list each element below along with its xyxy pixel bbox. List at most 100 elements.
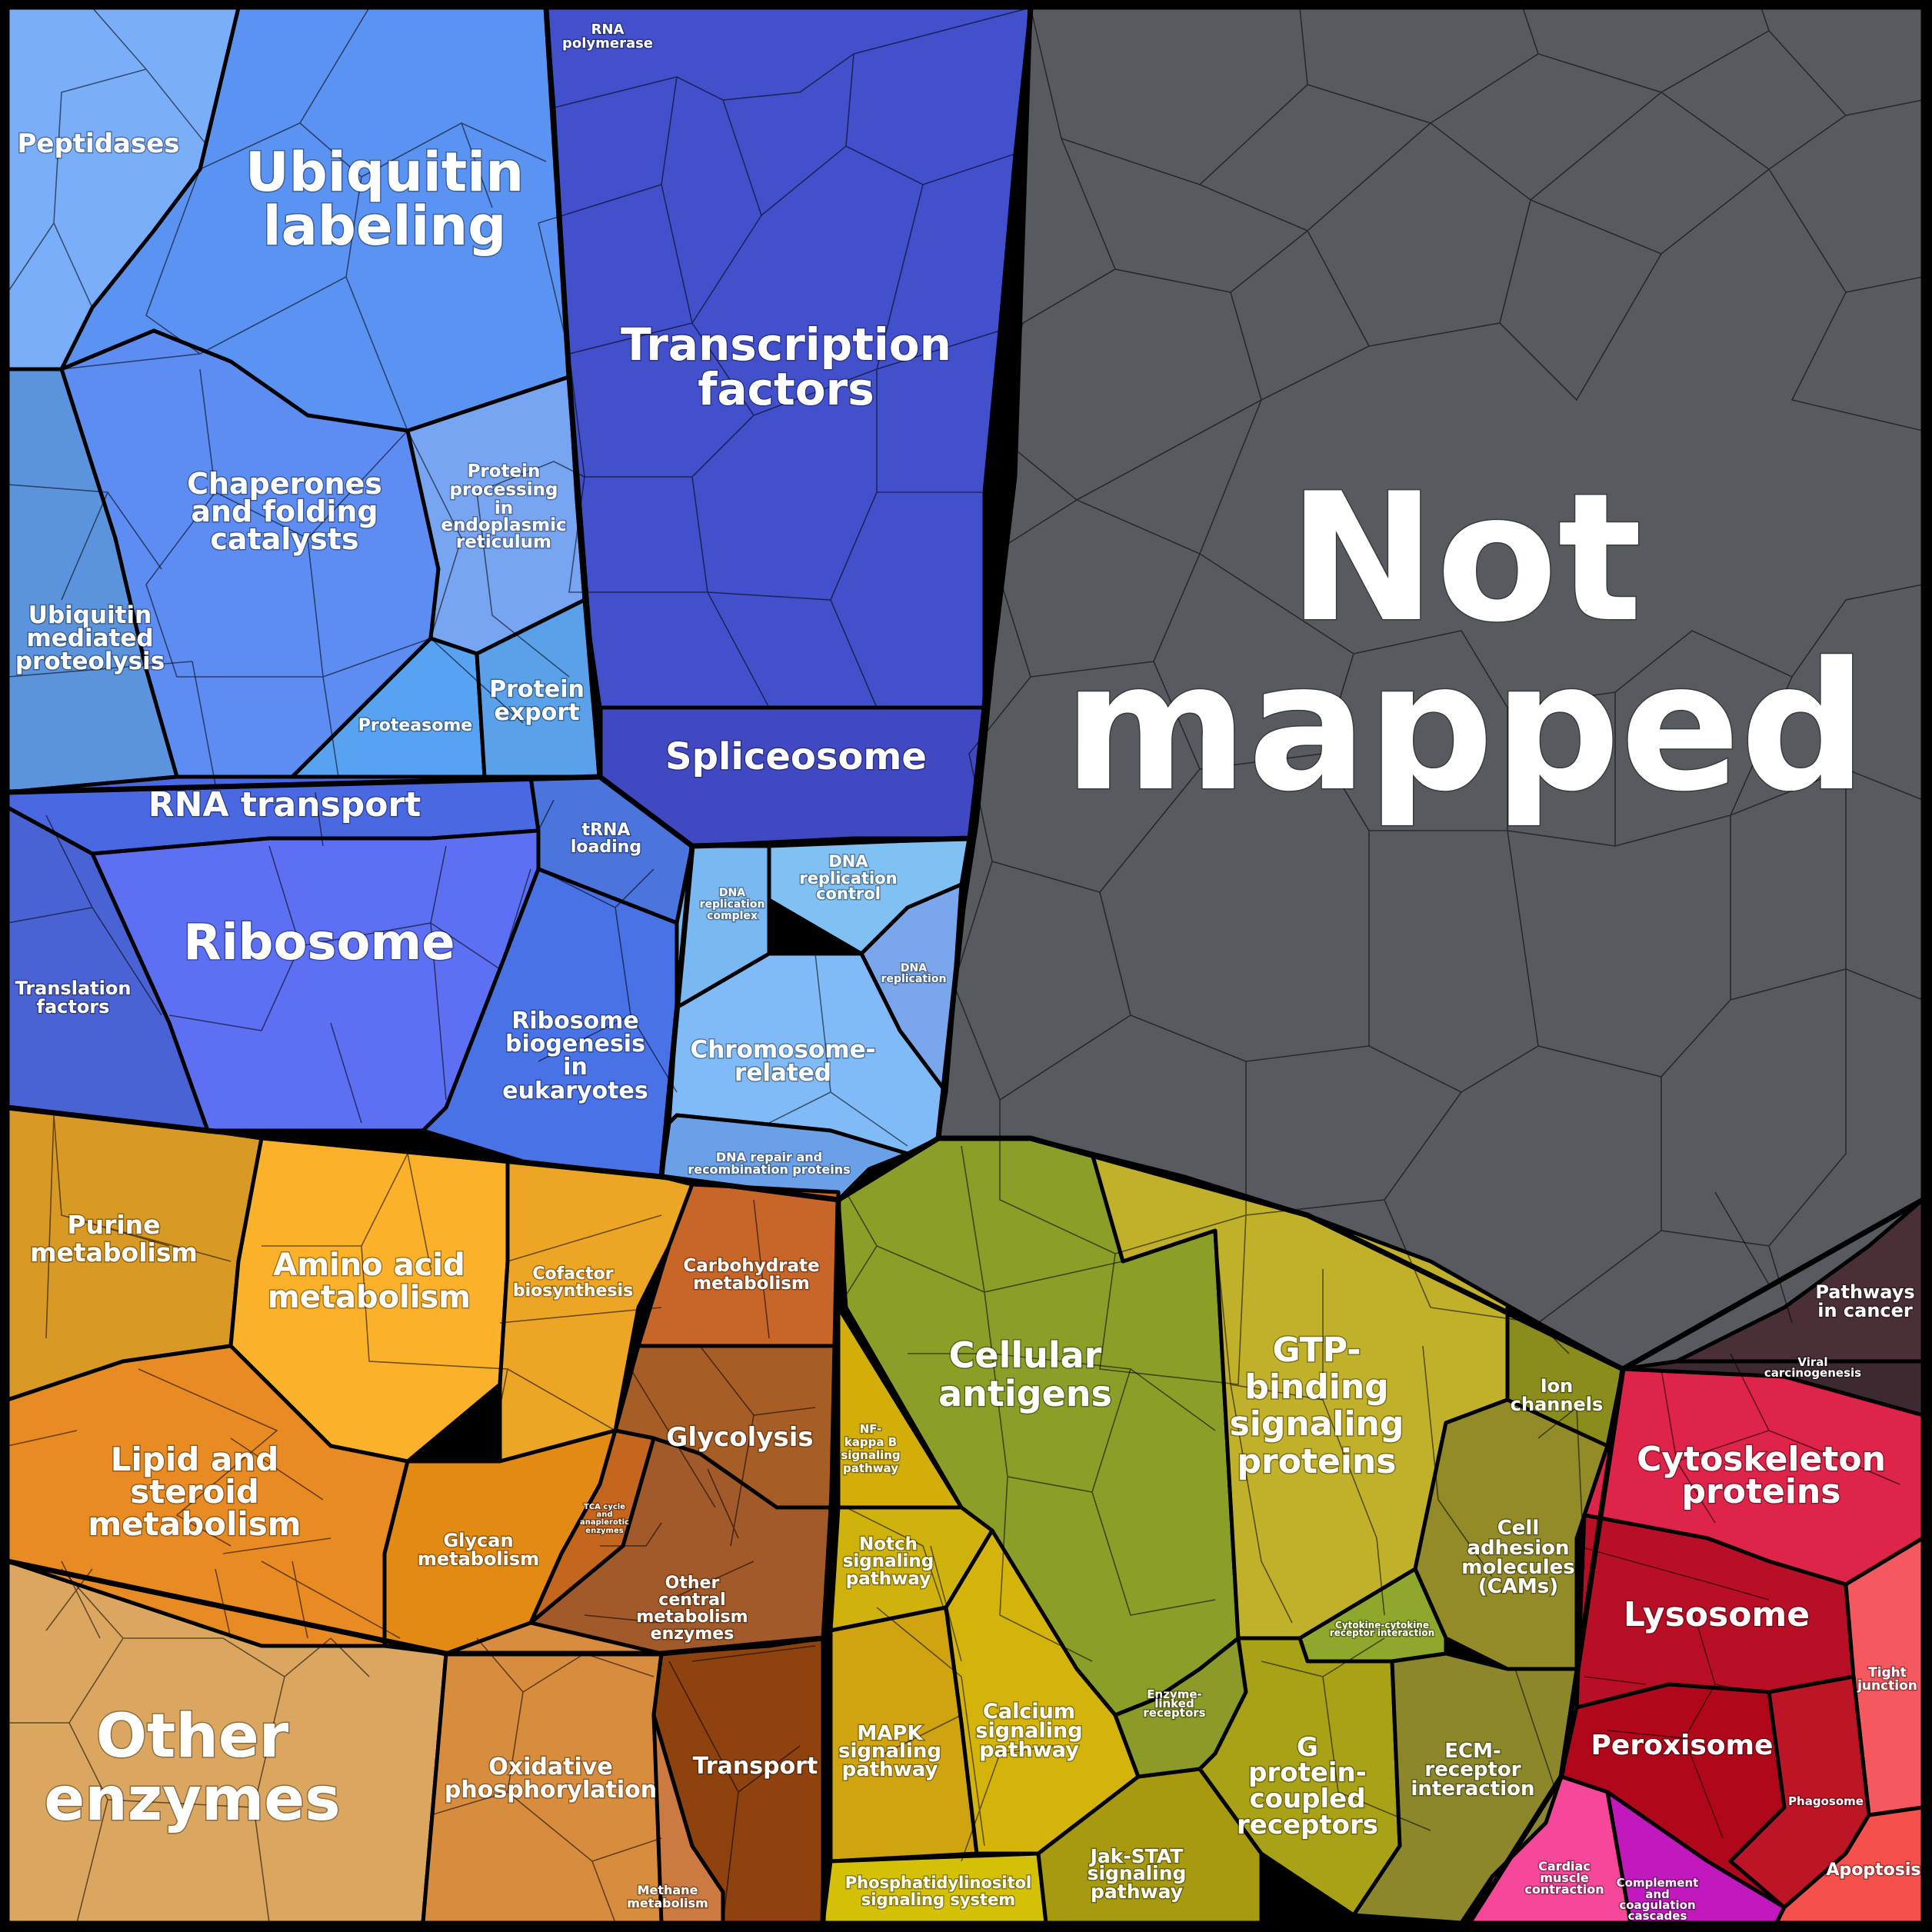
ubiquitin-mediated-proteolysis-label-line: Ubiquitin [28, 601, 152, 629]
not-mapped-label: Not mapped [1064, 456, 1867, 831]
gtp-binding-label-line: GTP- [1272, 1331, 1361, 1370]
cytokine-receptor-label-line: receptor interaction [1330, 1627, 1434, 1638]
other-central-metabolism-label-line: Other [665, 1574, 720, 1593]
cytokine-receptor-label-line: Cytokine-cytokine [1335, 1620, 1429, 1631]
enzyme-linked-receptors-label: Enzyme-linked receptors [1143, 1687, 1205, 1720]
protein-processing-er-label-line: endoplasmic [441, 515, 566, 535]
transport-label: Transport [693, 1753, 818, 1780]
lysosome-label: Lysosome [1624, 1595, 1810, 1634]
methane-metabolism-label-line: metabolism [627, 1896, 708, 1910]
dna-replication-label-line: DNA [901, 962, 927, 974]
trna-loading-label-line: tRNA [582, 821, 631, 840]
ion-channels-label: Ion channels [1511, 1375, 1603, 1415]
peroxisome-label-line: Peroxisome [1591, 1730, 1774, 1761]
complement-coagulation-label-line: coagulation [1619, 1898, 1695, 1912]
cytoskeleton-proteins-label-line: Cytoskeleton [1637, 1440, 1886, 1479]
cell-adhesion-molecules-label-line: Cell [1497, 1517, 1540, 1540]
dna-replication-complex-label: DNA replication complex [700, 887, 765, 922]
chromosome-related-label-line: Chromosome- [691, 1036, 876, 1064]
phagosome-label: Phagosome [1788, 1794, 1864, 1808]
tca-cycle-label-line: TCA cycle [584, 1503, 625, 1511]
protein-processing-er-label-line: in [495, 498, 513, 518]
chromosome-related-cells [768, 953, 908, 1147]
cytoskeleton-proteins-label: Cytoskeleton proteins [1637, 1440, 1886, 1511]
ribosome-label-line: Ribosome [183, 914, 455, 971]
glycolysis-cells [630, 1199, 816, 1662]
ecm-receptor-label-line: ECM- [1444, 1740, 1501, 1763]
cell-adhesion-molecules-label: Cell adhesion molecules (CAMs) [1461, 1517, 1574, 1598]
rna-transport-label: RNA transport [148, 785, 421, 824]
phosphatidylinositol-label-line: Phosphatidylinositol [845, 1874, 1032, 1892]
other-enzymes-label: Other enzymes [44, 1702, 340, 1834]
ecm-receptor-label-line: interaction [1411, 1777, 1535, 1800]
rna-polymerase-label: RNA polymerase [562, 22, 653, 52]
gtp-binding-label-line: binding [1244, 1367, 1388, 1407]
cardiac-muscle-contraction-label: Cardiac muscle contraction [1524, 1859, 1604, 1897]
translation-factors-label-line: Translation [15, 978, 132, 999]
calcium-signaling-label-line: pathway [979, 1738, 1079, 1762]
dna-repair-label-line: DNA repair and [716, 1150, 822, 1164]
complement-coagulation-label: Complement and coagulation cascades [1617, 1876, 1699, 1923]
trna-loading-label: tRNA loading [571, 821, 641, 857]
jak-stat-label-line: pathway [1091, 1880, 1183, 1903]
carbohydrate-metabolism-label: Carbohydrate metabolism [683, 1256, 819, 1294]
transcription-factors-label-line: Transcription [621, 318, 951, 371]
translation-factors-label: Translation factors [15, 978, 132, 1018]
oxidative-cells [430, 1637, 662, 1924]
spliceosome-label-line: Spliceosome [665, 735, 927, 778]
peptidases-cells [7, 7, 208, 308]
chaperones-cells [145, 368, 524, 778]
pathways-in-cancer-label-line: in cancer [1817, 1300, 1913, 1321]
transport-cells [668, 1661, 801, 1924]
calcium-signaling-label-line: signaling [975, 1719, 1082, 1743]
jak-stat-label-line: Jak-STAT [1089, 1845, 1184, 1867]
ubiquitin-labeling-label-line: Ubiquitin [245, 141, 524, 204]
pathways-in-cancer-label: Pathways in cancer [1815, 1281, 1914, 1321]
carbohydrate-metabolism-label-line: Carbohydrate [683, 1256, 819, 1276]
phosphatidylinositol-label: Phosphatidylinositol signaling system [845, 1874, 1032, 1909]
apoptosis-label-line: Apoptosis [1827, 1860, 1921, 1880]
pathways-in-cancer-label-line: Pathways [1815, 1281, 1914, 1303]
jak-stat-label-line: signaling [1088, 1862, 1187, 1884]
cofactor-biosynthesis-label-line: biosynthesis [513, 1281, 633, 1301]
tight-junction-label-line: junction [1857, 1678, 1917, 1694]
glycan-metabolism-label-line: Glycan [443, 1530, 513, 1551]
mapk-signaling-label-line: signaling [838, 1740, 941, 1763]
ubiquitin-labeling-label: Ubiquitin labeling [245, 141, 524, 258]
proteasome-label-line: Proteasome [358, 716, 472, 735]
oxidative-phosphorylation-label-line: Oxidative [488, 1754, 612, 1780]
cellular-antigens-label: Cellular antigens [938, 1334, 1112, 1414]
viral-carcinogenesis-label: Viral carcinogenesis [1764, 1355, 1861, 1380]
notch-signaling-label-line: pathway [846, 1569, 931, 1589]
tca-cycle-label-line: enzymes [585, 1527, 623, 1535]
ubiquitin-labeling-label-line: labeling [263, 195, 507, 258]
glycan-metabolism-label-line: metabolism [418, 1548, 539, 1570]
glycolysis-label-line: Glycolysis [666, 1422, 813, 1453]
purine-metabolism-label-line: Purine [67, 1210, 160, 1240]
cardiac-muscle-contraction-label-line: Cardiac [1538, 1859, 1591, 1874]
other-enzymes-cells [8, 1568, 370, 1924]
cardiac-muscle-contraction-label-line: contraction [1524, 1882, 1604, 1897]
protein-processing-er-label: Protein processing in endoplasmic reticulum [441, 461, 566, 552]
ribosome-label: Ribosome [183, 914, 455, 971]
cellular-antigens-label-line: antigens [938, 1373, 1112, 1414]
purine-metabolism-label: Purine metabolism [30, 1210, 198, 1267]
ecm-receptor-label: ECM-receptor interaction [1411, 1740, 1535, 1800]
cytoskeleton-proteins-label-line: proteins [1682, 1472, 1841, 1511]
calcium-signaling-label-line: Calcium [983, 1700, 1075, 1724]
protein-export-label-line: Protein [489, 676, 585, 703]
chaperones-label-line: catalysts [210, 522, 358, 556]
methane-metabolism-label: Methane metabolism [627, 1883, 708, 1910]
carbohydrate-metabolism-label-line: metabolism [693, 1274, 810, 1294]
other-enzymes-label-line: Other [96, 1702, 289, 1771]
amino-acid-metabolism-label-line: Amino acid [273, 1247, 465, 1283]
cofactor-biosynthesis-label: Cofactor biosynthesis [513, 1264, 633, 1301]
ion-channels-label-line: Ion [1541, 1375, 1574, 1397]
apoptosis-region [1774, 1805, 1925, 1925]
trna-loading-label-line: loading [571, 838, 641, 857]
transcription-factors-label: Transcription factors [621, 318, 951, 415]
cellular-antigens-label-line: Cellular [949, 1334, 1102, 1376]
ubiquitin-mediated-proteolysis-label-line: proteolysis [15, 648, 165, 675]
